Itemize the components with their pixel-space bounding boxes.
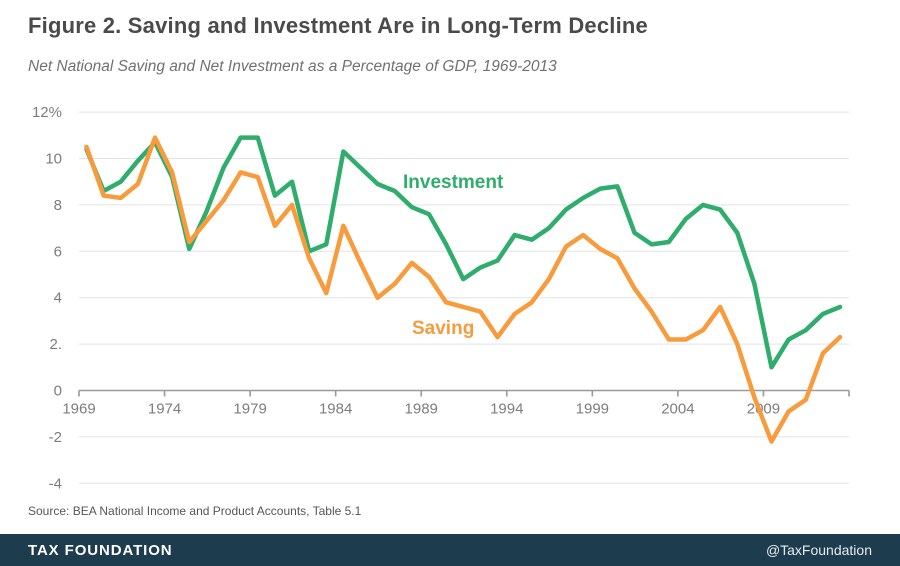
x-axis-tick-label: 1979	[233, 401, 266, 418]
source-note: Source: BEA National Income and Product …	[28, 504, 362, 518]
figure-subtitle: Net National Saving and Net Investment a…	[28, 58, 557, 75]
y-axis-tick-label: 4	[54, 290, 62, 307]
x-axis-tick-label: 1989	[405, 401, 438, 418]
x-axis-tick-label: 1969	[62, 401, 95, 418]
line-chart-canvas: 12% 10 8 6 4 2. 0 -2 -4 1969 1974 1979 1984 1989 1994 1…	[32, 104, 850, 492]
x-axis-tick-label: 2004	[661, 401, 694, 418]
x-axis-tick-label: 1984	[319, 401, 352, 418]
x-axis-tick-label: 1974	[148, 401, 181, 418]
y-axis-tick-label: -2	[49, 429, 62, 446]
investment-series-label: Investment	[403, 172, 504, 193]
y-axis-tick-label: 0	[54, 383, 62, 400]
x-axis-tick-label: 1994	[490, 401, 523, 418]
twitter-handle: @TaxFoundation	[765, 542, 872, 558]
saving-line	[84, 135, 843, 444]
y-axis-tick-label: 2.	[49, 336, 62, 353]
y-axis-tick-label: 6	[54, 243, 62, 260]
y-axis-tick-label: 10	[45, 151, 62, 168]
saving-series-label: Saving	[412, 318, 474, 339]
footer-bar: TAX FOUNDATION @TaxFoundation	[0, 534, 900, 566]
y-axis-tick-label: 12%	[32, 104, 62, 121]
x-axis-tick-label: 1999	[576, 401, 609, 418]
brand-name: TAX FOUNDATION	[28, 541, 173, 559]
figure-title: Figure 2. Saving and Investment Are in L…	[28, 13, 648, 38]
investment-line	[84, 135, 843, 370]
y-axis-tick-label: 8	[54, 197, 62, 214]
y-axis-tick-label: -4	[49, 475, 62, 492]
